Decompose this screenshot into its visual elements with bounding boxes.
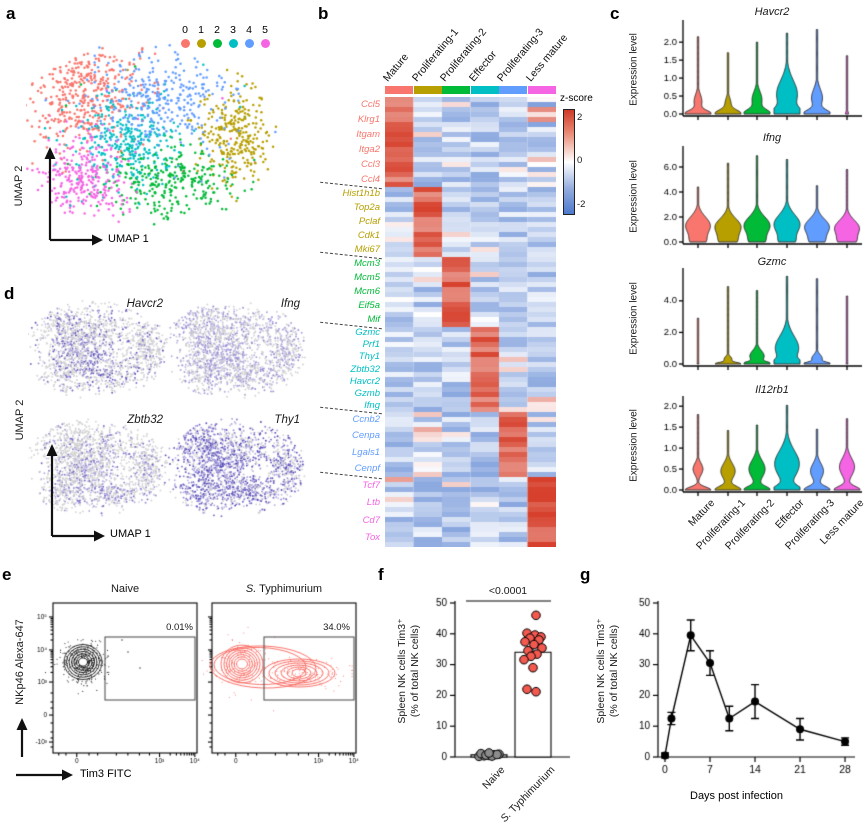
gene-label-Cdk1: Cdk1 [357, 230, 380, 241]
gene-label-Ccl3: Ccl3 [360, 158, 380, 170]
dot-bar-plot [428, 580, 578, 780]
feature-gene-ifng: Ifng [280, 298, 300, 310]
column-strip-5 [527, 86, 556, 94]
violin-title-ifng: Ifng [762, 132, 782, 144]
gene-label-Tox: Tox [365, 532, 380, 544]
flow-axes-arrows [16, 718, 73, 781]
legend-number: 0 [182, 24, 188, 36]
expression-level-label-3: Expression level [628, 282, 640, 355]
umap2-label-d: UMAP 2 [14, 399, 26, 441]
legend-number: 2 [214, 24, 220, 36]
feature-plots [28, 293, 308, 525]
gene-label-Cenpa: Cenpa [352, 430, 380, 442]
umap-axes-arrows-d [46, 444, 105, 542]
gene-label-Mcm6: Mcm6 [354, 286, 380, 297]
gene-label-Ifng: Ifng [364, 399, 380, 411]
violin-title-il12rb1: Il12rb1 [755, 384, 789, 396]
time-course-plot [626, 580, 865, 795]
gene-label-Pclaf: Pclaf [358, 216, 380, 227]
legend-number: 3 [230, 24, 236, 36]
gene-label-Lgals1: Lgals1 [352, 446, 380, 458]
gene-label-Ccl4: Ccl4 [360, 173, 380, 185]
column-strip-0 [385, 86, 413, 94]
gene-label-Mki67: Mki67 [354, 244, 380, 255]
gene-label-Gzmc: Gzmc [355, 327, 380, 339]
gene-label-Tcf7: Tcf7 [362, 479, 380, 491]
panel-label-c: c [610, 4, 620, 23]
gene-label-Hist1h1b: Hist1h1b [342, 188, 381, 199]
gene-label-Ccl5: Ccl5 [360, 98, 380, 110]
flow-xlabel: Tim3 FITC [80, 768, 132, 780]
flow-plots [20, 596, 365, 781]
gene-label-Top2a: Top2a [353, 202, 380, 213]
feature-gene-zbtb32: Zbtb32 [127, 414, 163, 426]
violin-title-havcr2: Havcr2 [754, 6, 790, 18]
colorbar-tick-min: -2 [577, 199, 586, 210]
umap-axes-arrows-a [44, 147, 103, 246]
gene-label-Itgam: Itgam [356, 128, 380, 140]
umap2-label-a: UMAP 2 [13, 165, 25, 207]
panel-label-f: f [378, 565, 384, 584]
panel-label-d: d [4, 284, 15, 303]
umap-cluster-plot [26, 38, 301, 243]
panel-label-a: a [6, 4, 16, 23]
gene-label-Ccnb2: Ccnb2 [352, 414, 380, 426]
gene-label-Klrg1: Klrg1 [357, 113, 380, 125]
gate-percent-styphimurium: 34.0% [323, 622, 350, 633]
heatmap [385, 97, 556, 547]
gene-label-Mcm5: Mcm5 [354, 272, 380, 283]
column-label-0: Mature [380, 51, 412, 84]
legend-number: 4 [246, 24, 252, 36]
lineplot-ylabel: Spleen NK cells Tim3⁺ (% of total NK cell… [595, 618, 620, 724]
feature-gene-thy1: Thy1 [274, 414, 300, 426]
expression-level-label-1: Expression level [628, 33, 640, 106]
expression-level-label-4: Expression level [628, 409, 640, 482]
colorbar-tick-max: 2 [577, 112, 583, 123]
legend-number: 5 [262, 24, 268, 36]
umap1-label-a: UMAP 1 [108, 233, 149, 245]
panel-label-e: e [2, 565, 12, 584]
column-strip-3 [470, 86, 499, 94]
gene-label-Prf1: Prf1 [362, 339, 380, 351]
gene-label-Itga2: Itga2 [358, 143, 380, 155]
gate-percent-naive: 0.01% [166, 622, 193, 633]
panel-label-g: g [580, 565, 591, 584]
dotplot-ylabel: Spleen NK cells Tim3⁺ (% of total NK cell… [396, 618, 421, 724]
gene-label-Gzmb: Gzmb [354, 387, 380, 399]
gene-label-Cenpf: Cenpf [354, 462, 380, 474]
panel-label-b: b [318, 4, 329, 23]
gene-label-Mcm3: Mcm3 [354, 258, 380, 269]
column-strip-2 [442, 86, 470, 94]
gene-label-Zbtb32: Zbtb32 [350, 363, 380, 375]
colorbar [563, 109, 575, 215]
flow-title-naive: Naive [110, 583, 140, 595]
umap1-label-d: UMAP 1 [110, 528, 151, 540]
expression-level-label-2: Expression level [628, 160, 640, 233]
violin-title-gzmc: Gzmc [757, 256, 787, 268]
violin-plots [618, 0, 865, 500]
gene-label-Mif: Mif [367, 314, 380, 325]
gene-label-Havcr2: Havcr2 [349, 375, 380, 387]
lineplot-xlabel: Days post infection [690, 790, 783, 802]
gene-label-Ltb: Ltb [366, 497, 380, 509]
legend-number: 1 [198, 24, 204, 36]
flow-title-styphimurium: S. Typhimurium [245, 583, 323, 595]
gene-label-Eif5a: Eif5a [358, 300, 380, 311]
gene-label-Cd7: Cd7 [362, 514, 380, 526]
feature-gene-havcr2: Havcr2 [126, 298, 163, 310]
column-strip-1 [413, 86, 442, 94]
colorbar-tick-mid: 0 [577, 155, 583, 166]
gene-label-Thy1: Thy1 [358, 351, 380, 363]
colorbar-title: z-score [560, 93, 593, 104]
column-strip-4 [499, 86, 527, 94]
